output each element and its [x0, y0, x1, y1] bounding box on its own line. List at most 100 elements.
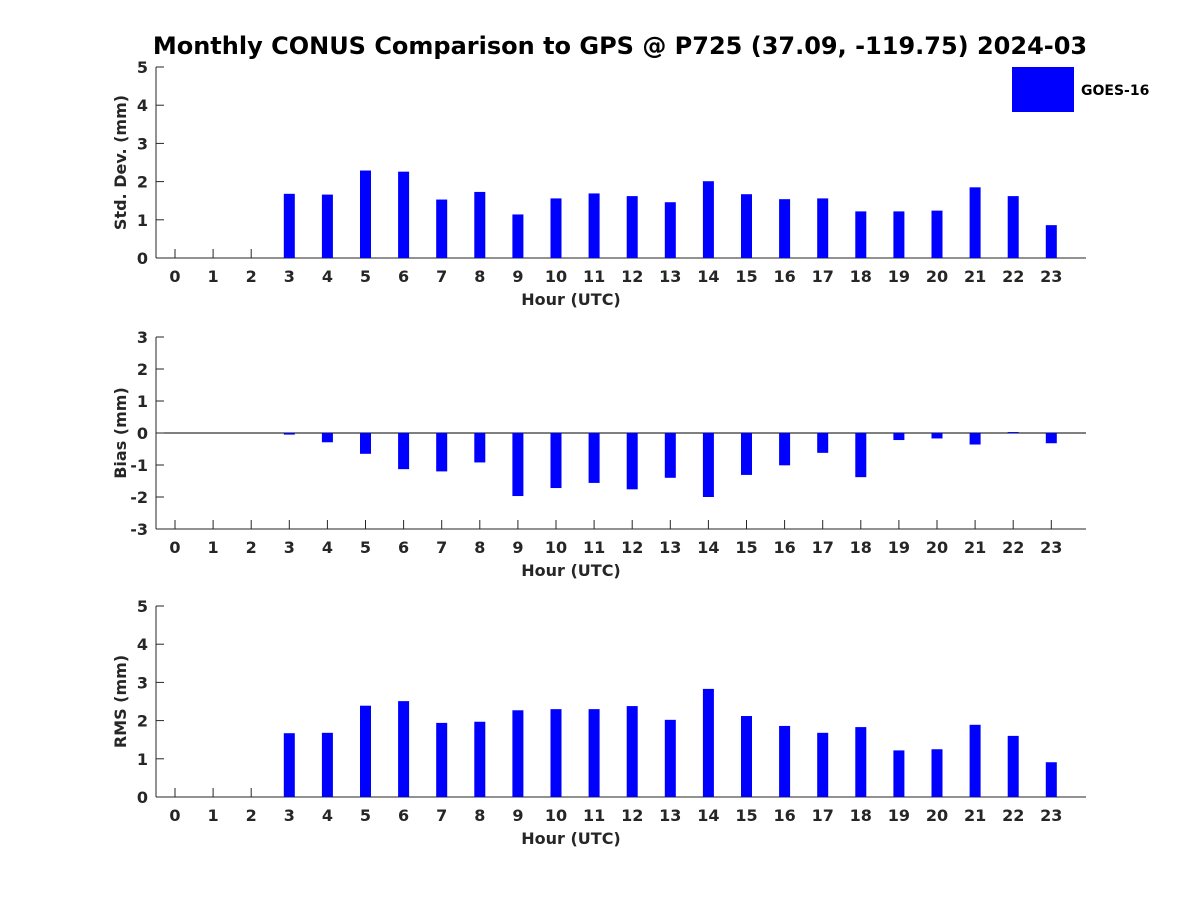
bar-hour-17 [817, 198, 829, 258]
bar-hour-15 [741, 716, 752, 797]
bar-hour-22 [1007, 196, 1019, 258]
bar-hour-16 [779, 725, 791, 797]
x-tick-label: 1 [208, 806, 219, 825]
bar-hour-15 [741, 194, 752, 258]
y-tick-label: 3 [137, 328, 148, 347]
x-axis-label: Hour (UTC) [521, 561, 621, 580]
bar-hour-6 [398, 701, 410, 797]
bar-hour-23 [1045, 433, 1057, 444]
y-tick-label: -2 [130, 488, 148, 507]
x-tick-label: 5 [360, 806, 371, 825]
bar-hour-7 [436, 722, 448, 797]
y-tick-label: 3 [137, 673, 148, 692]
x-tick-label: 10 [545, 806, 567, 825]
bar-hour-20 [931, 749, 943, 797]
y-tick-label: 3 [137, 134, 148, 153]
x-tick-label: 21 [964, 806, 986, 825]
x-tick-label: 22 [1002, 267, 1024, 286]
x-tick-label: 16 [773, 538, 795, 557]
y-tick-label: 4 [137, 96, 148, 115]
bar-hour-23 [1045, 762, 1057, 797]
x-tick-label: 18 [850, 538, 872, 557]
x-tick-label: 15 [735, 806, 757, 825]
bar-hour-18 [855, 211, 867, 258]
bar-hour-7 [436, 433, 448, 472]
x-tick-label: 12 [621, 267, 643, 286]
x-tick-label: 22 [1002, 806, 1024, 825]
bar-hour-4 [321, 194, 333, 258]
x-tick-label: 17 [812, 267, 834, 286]
bar-hour-20 [931, 210, 943, 258]
x-tick-label: 6 [398, 806, 409, 825]
x-tick-label: 23 [1040, 806, 1062, 825]
bar-hour-17 [817, 433, 829, 453]
y-tick-label: 0 [137, 788, 148, 807]
x-tick-label: 3 [284, 538, 295, 557]
x-tick-label: 13 [659, 538, 681, 557]
x-tick-label: 5 [360, 538, 371, 557]
bar-hour-13 [664, 202, 676, 258]
x-tick-label: 9 [512, 538, 523, 557]
bar-hour-11 [588, 433, 600, 483]
legend-swatch-goes16 [1012, 67, 1074, 112]
x-tick-label: 17 [812, 538, 834, 557]
x-tick-label: 21 [964, 538, 986, 557]
x-tick-label: 5 [360, 267, 371, 286]
bar-hour-12 [626, 196, 638, 258]
x-tick-label: 8 [474, 806, 485, 825]
y-axis-label: Bias (mm) [111, 387, 130, 479]
x-tick-label: 4 [322, 538, 333, 557]
x-tick-label: 11 [583, 806, 605, 825]
bar-hour-9 [512, 214, 524, 258]
bar-hour-22 [1007, 735, 1019, 797]
bar-hour-6 [398, 171, 410, 258]
x-tick-label: 2 [246, 538, 257, 557]
x-tick-label: 14 [697, 267, 719, 286]
y-tick-label: -1 [130, 456, 148, 475]
x-tick-label: 14 [697, 538, 719, 557]
y-tick-label: 1 [137, 750, 148, 769]
bar-hour-8 [474, 721, 486, 797]
chart-title: Monthly CONUS Comparison to GPS @ P725 (… [153, 32, 1087, 60]
x-tick-label: 16 [773, 806, 795, 825]
x-tick-label: 12 [621, 538, 643, 557]
x-tick-label: 20 [926, 267, 948, 286]
x-tick-label: 6 [398, 538, 409, 557]
bar-hour-4 [321, 433, 333, 443]
x-tick-label: 9 [512, 806, 523, 825]
y-tick-label: 5 [137, 58, 148, 77]
bar-hour-19 [893, 211, 905, 258]
x-tick-label: 4 [322, 267, 333, 286]
x-tick-label: 13 [659, 806, 681, 825]
bar-hour-8 [474, 433, 486, 463]
x-tick-label: 22 [1002, 538, 1024, 557]
x-tick-label: 12 [621, 806, 643, 825]
x-tick-label: 11 [583, 538, 605, 557]
bar-hour-18 [855, 727, 867, 797]
x-tick-label: 0 [169, 806, 180, 825]
x-tick-label: 2 [246, 806, 257, 825]
bar-hour-13 [664, 433, 676, 478]
x-tick-label: 19 [888, 538, 910, 557]
x-tick-label: 4 [322, 806, 333, 825]
x-tick-label: 8 [474, 538, 485, 557]
bar-hour-10 [550, 198, 562, 258]
x-tick-label: 9 [512, 267, 523, 286]
bar-hour-21 [969, 187, 981, 258]
x-tick-label: 20 [926, 806, 948, 825]
bar-hour-10 [550, 433, 562, 489]
bar-hour-18 [855, 433, 867, 478]
bar-hour-21 [969, 433, 981, 445]
x-tick-label: 17 [812, 806, 834, 825]
x-tick-label: 7 [436, 538, 447, 557]
y-axis-label: RMS (mm) [111, 655, 130, 748]
bar-hour-5 [360, 170, 371, 258]
bar-hour-6 [398, 433, 410, 470]
y-tick-label: 2 [137, 173, 148, 192]
bar-hour-10 [550, 709, 562, 797]
x-tick-label: 10 [545, 267, 567, 286]
bar-hour-9 [512, 710, 524, 797]
x-tick-label: 10 [545, 538, 567, 557]
bar-hour-14 [702, 433, 714, 497]
